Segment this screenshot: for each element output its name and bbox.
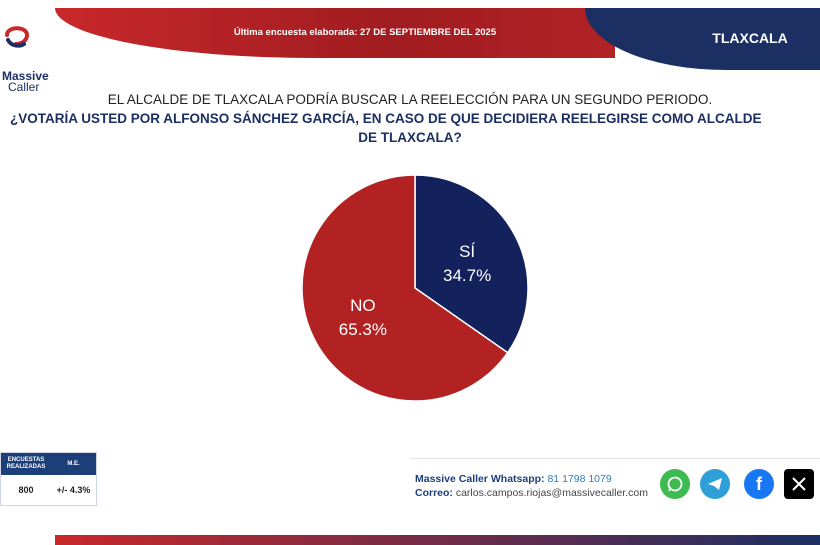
survey-date: Última encuesta elaborada: 27 DE SEPTIEM…	[233, 27, 497, 38]
pie-slice-1	[301, 174, 509, 402]
slice-value-1: 65.3%	[339, 320, 387, 339]
pie-chart: SÍ 34.7% NO 65.3%	[301, 174, 529, 402]
contact-email: Correo: carlos.campos.riojas@massivecall…	[415, 487, 648, 499]
slice-value-0: 34.7%	[443, 266, 491, 285]
question-continued: DE TLAXCALA?	[358, 130, 462, 145]
pie-slice-0	[414, 174, 529, 354]
brand-logo: Massive Caller	[0, 18, 55, 93]
footer-divider	[410, 458, 820, 459]
question-main: ¿VOTARÍA USTED POR ALFONSO SÁNCHEZ GARCÍ…	[10, 111, 762, 126]
stats-header-me: M.E.	[67, 460, 80, 467]
x-twitter-icon[interactable]	[784, 469, 814, 499]
footer-bar	[55, 535, 820, 545]
whatsapp-label: Massive Caller Whatsapp:	[415, 473, 545, 485]
logo-text-secondary: Caller	[8, 80, 40, 94]
stats-value-me: +/- 4.3%	[56, 485, 91, 495]
stats-header-surveys: ENCUESTAS REALIZADAS	[6, 457, 46, 470]
email-label: Correo:	[415, 487, 453, 499]
facebook-icon[interactable]: f	[744, 469, 774, 499]
slice-label-1: NO	[350, 296, 376, 315]
whatsapp-icon[interactable]	[660, 469, 690, 499]
logo-mark-icon	[5, 26, 30, 48]
whatsapp-number: 81 1798 1079	[547, 473, 612, 485]
region-label: TLAXCALA	[712, 30, 788, 46]
email-address: carlos.campos.riojas@massivecaller.com	[455, 487, 648, 499]
contact-whatsapp: Massive Caller Whatsapp: 81 1798 1079	[415, 473, 612, 485]
logo-text-primary: Massive	[2, 69, 49, 83]
question-intro: EL ALCALDE DE TLAXCALA PODRÍA BUSCAR LA …	[107, 92, 713, 107]
survey-stats-table: ENCUESTAS REALIZADAS M.E. 800 +/- 4.3%	[0, 452, 97, 506]
slice-label-0: SÍ	[459, 242, 475, 261]
telegram-icon[interactable]	[700, 469, 730, 499]
stats-value-surveys: 800	[18, 485, 34, 495]
